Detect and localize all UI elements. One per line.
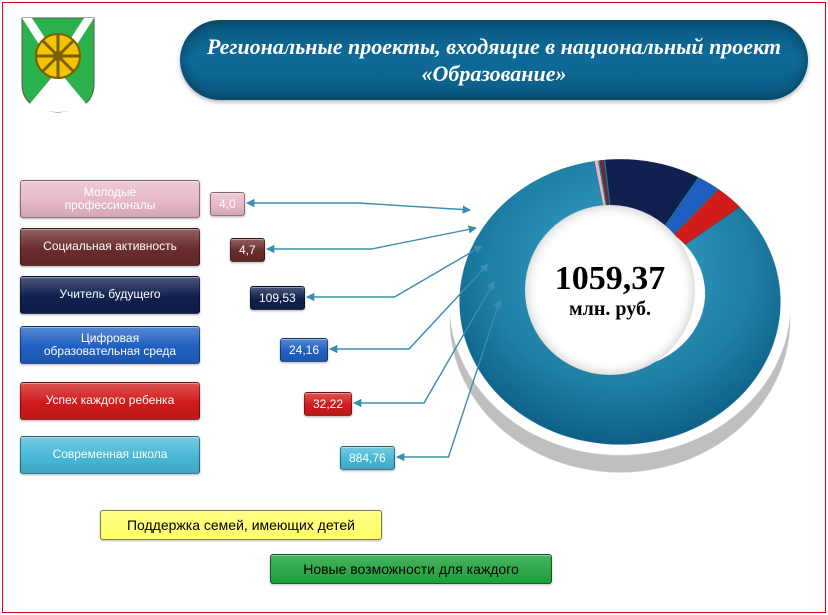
donut-center-value: 1059,37 xyxy=(555,260,666,298)
donut-center: 1059,37 млн. руб. xyxy=(525,205,695,375)
coat-of-arms-logo xyxy=(18,14,98,114)
bottom-bar-label: Поддержка семей, имеющих детей xyxy=(127,517,355,533)
value-chip-2: 109,53 xyxy=(250,286,305,310)
value-chip-4: 32,22 xyxy=(304,392,352,416)
value-chip-1: 4,7 xyxy=(230,238,265,262)
legend-item-2: Учитель будущего xyxy=(20,276,200,314)
legend-label: Цифроваяобразовательная среда xyxy=(44,332,176,358)
legend-item-4: Успех каждого ребенка xyxy=(20,382,200,420)
legend-item-0: Молодыепрофессионалы xyxy=(20,180,200,218)
bottom-bar-0: Поддержка семей, имеющих детей xyxy=(100,510,382,540)
legend-item-1: Социальная активность xyxy=(20,228,200,266)
legend-item-3: Цифроваяобразовательная среда xyxy=(20,326,200,364)
legend-item-5: Современная школа xyxy=(20,436,200,474)
donut-chart: 1059,37 млн. руб. xyxy=(440,120,800,450)
value-chip-0: 4,0 xyxy=(210,192,245,216)
legend-label: Социальная активность xyxy=(43,240,177,253)
page-title-text: Региональные проекты, входящие в национа… xyxy=(204,33,784,88)
bottom-bar-label: Новые возможности для каждого xyxy=(303,561,519,577)
donut-center-unit: млн. руб. xyxy=(569,298,651,321)
legend-label: Современная школа xyxy=(53,448,168,461)
value-chip-3: 24,16 xyxy=(280,338,328,362)
page-title: Региональные проекты, входящие в национа… xyxy=(180,20,808,100)
legend-label: Учитель будущего xyxy=(59,288,160,301)
legend-label: Молодыепрофессионалы xyxy=(65,186,156,212)
value-chip-5: 884,76 xyxy=(340,446,395,470)
bottom-bar-1: Новые возможности для каждого xyxy=(270,554,552,584)
legend-label: Успех каждого ребенка xyxy=(46,394,175,407)
